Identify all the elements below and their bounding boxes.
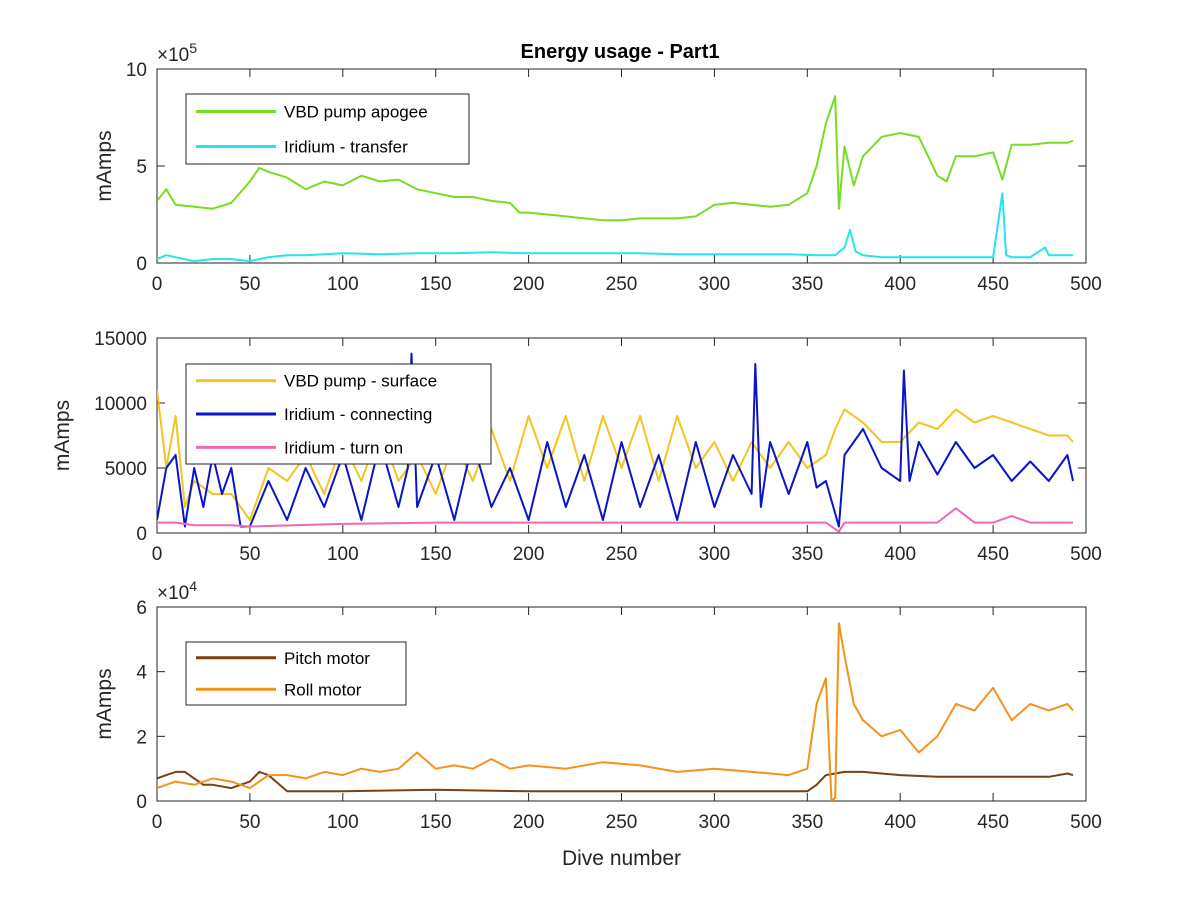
x-tick-label: 200 [513, 544, 545, 565]
y-tick-label: 5 [136, 157, 147, 178]
x-tick-label: 100 [327, 544, 359, 565]
legend: Pitch motor Roll motor [185, 641, 407, 706]
y-exponent-label: ×105 [157, 40, 197, 66]
x-tick-label: 100 [327, 274, 359, 295]
x-tick-label: 0 [152, 274, 163, 295]
y-axis-label: mAmps [93, 130, 116, 201]
x-tick-label: 200 [513, 812, 545, 833]
y-axis-label: mAmps [93, 668, 116, 739]
x-tick-label: 350 [791, 544, 823, 565]
x-tick-label: 400 [884, 544, 916, 565]
x-tick-label: 300 [699, 544, 731, 565]
x-tick-label: 450 [977, 274, 1009, 295]
y-axis-label: mAmps [51, 400, 74, 471]
x-tick-label: 200 [513, 274, 545, 295]
series-line-vbd-pump-apogee [157, 95, 1074, 222]
x-tick-label: 100 [327, 812, 359, 833]
series-line-iridium-connecting [157, 352, 1074, 528]
x-tick-label: 350 [791, 812, 823, 833]
y-tick-label: 10 [126, 60, 147, 81]
y-tick-label: 4 [136, 663, 147, 684]
x-tick-label: 0 [152, 812, 163, 833]
y-tick-label: 0 [136, 524, 147, 545]
series-group [157, 352, 1074, 533]
legend-entry-iridium-turn-on: Iridium - turn on [284, 438, 403, 457]
legend-entry-vbd-pump-surface: VBD pump - surface [284, 372, 437, 391]
series-line-iridium-transfer [157, 192, 1073, 263]
y-tick-label: 10000 [94, 394, 147, 415]
subplot-2: 0 50 100 150 200 250 300 350 400 450 5000500010000… [51, 329, 1102, 565]
x-tick-label: 400 [884, 274, 916, 295]
x-tick-label: 500 [1070, 544, 1102, 565]
series-line-roll-motor [157, 622, 1074, 801]
x-tick-label: 150 [420, 274, 452, 295]
y-tick-label: 5000 [105, 459, 147, 480]
series-group [157, 622, 1074, 801]
figure-title: Energy usage - Part1 [521, 41, 720, 63]
subplot-3: 0 50 100 150 200 250 300 350 400 450 500 0 2 4 6 ×104 mA… [93, 578, 1102, 870]
legend-box [185, 93, 470, 165]
legend: VBD pump apogee Iridium - transfer [185, 93, 470, 165]
x-tick-label: 450 [977, 544, 1009, 565]
x-tick-label: 50 [239, 274, 260, 295]
legend-entry-iridium-transfer: Iridium - transfer [284, 138, 408, 157]
x-tick-label: 0 [152, 544, 163, 565]
x-tick-label: 300 [699, 274, 731, 295]
series-group [157, 95, 1074, 263]
subplots-container: 0 50 100 150 200 250 300 350 400 450 5000510×105mA… [51, 40, 1102, 870]
y-exponent-label: ×104 [157, 578, 197, 604]
legend: VBD pump - surface Iridium - connecting Ir… [185, 363, 492, 465]
x-tick-label: 250 [606, 544, 638, 565]
x-tick-label: 150 [420, 812, 452, 833]
x-tick-label: 150 [420, 544, 452, 565]
x-axis-label: Dive number [562, 847, 681, 870]
y-tick-label: 0 [136, 792, 147, 813]
y-tick-label: 2 [136, 727, 147, 748]
legend-entry-roll-motor: Roll motor [284, 680, 362, 699]
legend-box [185, 641, 407, 706]
x-tick-label: 450 [977, 812, 1009, 833]
subplot-1: 0 50 100 150 200 250 300 350 400 450 500 0 5 10 ×105 mA… [93, 40, 1102, 295]
y-exponent-power: 4 [189, 578, 197, 594]
legend-entry-iridium-connecting: Iridium - connecting [284, 405, 432, 424]
legend-entry-pitch-motor: Pitch motor [284, 649, 370, 668]
y-exponent-power: 5 [189, 40, 197, 56]
x-tick-label: 500 [1070, 812, 1102, 833]
legend-entry-vbd-pump-apogee: VBD pump apogee [284, 103, 428, 122]
x-tick-label: 50 [239, 544, 260, 565]
x-tick-label: 350 [791, 274, 823, 295]
y-tick-label: 0 [136, 254, 147, 275]
y-tick-label: 6 [136, 598, 147, 619]
series-line-vbd-pump-surface [157, 389, 1074, 521]
y-tick-label: 15000 [94, 329, 147, 350]
x-tick-label: 50 [239, 812, 260, 833]
x-tick-label: 250 [606, 274, 638, 295]
series-line-iridium-turn-on [157, 507, 1073, 533]
x-tick-label: 300 [699, 812, 731, 833]
x-tick-label: 400 [884, 812, 916, 833]
x-tick-label: 250 [606, 812, 638, 833]
x-tick-label: 500 [1070, 274, 1102, 295]
